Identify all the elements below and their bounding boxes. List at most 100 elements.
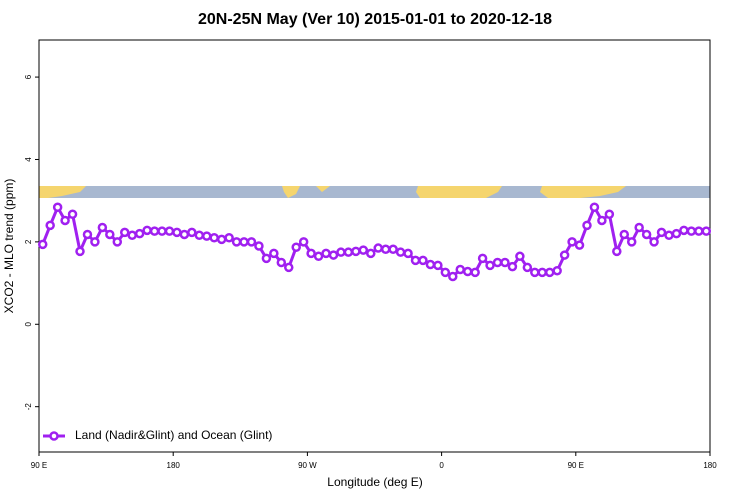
data-point bbox=[119, 227, 130, 238]
land bbox=[316, 186, 330, 192]
data-point bbox=[231, 237, 242, 247]
data-point bbox=[306, 248, 316, 259]
data-point bbox=[336, 247, 346, 257]
data-point bbox=[269, 248, 279, 259]
map-strip bbox=[39, 186, 710, 198]
data-point bbox=[656, 227, 667, 238]
data-point bbox=[530, 267, 540, 278]
data-point bbox=[351, 246, 361, 257]
data-point bbox=[597, 215, 607, 226]
data-point bbox=[425, 259, 436, 270]
data-point bbox=[209, 233, 219, 243]
data-point bbox=[686, 226, 697, 236]
data-point bbox=[448, 271, 458, 282]
data-point bbox=[418, 255, 428, 266]
data-point bbox=[462, 266, 473, 277]
x-tick-label: 90 E bbox=[568, 461, 584, 470]
data-point bbox=[522, 262, 533, 273]
chart-title: 20N-25N May (Ver 10) 2015-01-01 to 2020-… bbox=[198, 11, 552, 28]
data-point bbox=[515, 251, 525, 262]
data-point bbox=[37, 239, 48, 250]
y-tick-label: 6 bbox=[24, 74, 33, 79]
data-point bbox=[172, 227, 182, 238]
data-point bbox=[202, 231, 212, 241]
data-point bbox=[604, 209, 615, 220]
data-point bbox=[328, 250, 339, 260]
data-point bbox=[589, 202, 600, 213]
data-point bbox=[67, 209, 78, 220]
x-tick-label: 90 W bbox=[298, 461, 317, 470]
data-point bbox=[649, 237, 659, 247]
data-point bbox=[194, 230, 205, 241]
data-point bbox=[239, 237, 249, 247]
data-point bbox=[179, 229, 190, 240]
data-point bbox=[485, 260, 495, 271]
data-point bbox=[626, 237, 637, 247]
data-point bbox=[52, 202, 63, 213]
data-point bbox=[284, 262, 294, 273]
data-point bbox=[567, 237, 577, 247]
x-tick-label: 180 bbox=[703, 461, 717, 470]
y-tick-label: 2 bbox=[24, 239, 33, 244]
data-point bbox=[574, 240, 585, 250]
data-point bbox=[433, 260, 443, 271]
data-point bbox=[470, 267, 480, 278]
data-point bbox=[187, 227, 197, 238]
legend-label: Land (Nadir&Glint) and Ocean (Glint) bbox=[75, 428, 272, 442]
data-point bbox=[552, 265, 562, 276]
data-point bbox=[75, 246, 85, 257]
data-point bbox=[157, 226, 167, 236]
data-point bbox=[45, 220, 55, 231]
data-point bbox=[298, 237, 309, 247]
data-point bbox=[216, 234, 227, 245]
data-point bbox=[90, 237, 100, 247]
data-point bbox=[224, 233, 234, 243]
data-point bbox=[410, 255, 421, 266]
data-point bbox=[582, 220, 592, 231]
data-point bbox=[373, 243, 383, 253]
data-point bbox=[634, 222, 644, 233]
x-tick-label: 180 bbox=[167, 461, 181, 470]
x-tick-label: 90 E bbox=[31, 461, 47, 470]
data-point bbox=[261, 253, 272, 264]
y-tick-label: -2 bbox=[24, 403, 33, 411]
data-point bbox=[694, 226, 704, 236]
land bbox=[416, 186, 502, 198]
y-tick-label: 4 bbox=[24, 157, 33, 162]
data-point bbox=[112, 237, 123, 247]
data-point bbox=[559, 250, 570, 260]
data-point bbox=[82, 229, 93, 240]
data-point bbox=[149, 226, 160, 236]
y-axis-label: XCO2 - MLO trend (ppm) bbox=[2, 179, 16, 314]
data-point bbox=[358, 245, 369, 255]
data-point bbox=[291, 242, 301, 252]
x-tick-label: 0 bbox=[439, 461, 444, 470]
data-point bbox=[507, 261, 518, 272]
data-point bbox=[321, 248, 331, 259]
data-point bbox=[127, 230, 137, 241]
data-point bbox=[60, 215, 70, 226]
y-tick-label: 0 bbox=[24, 322, 33, 327]
x-axis-label: Longitude (deg E) bbox=[327, 475, 422, 489]
data-point bbox=[164, 226, 175, 236]
data-point bbox=[276, 257, 287, 268]
data-point bbox=[664, 230, 674, 241]
data-point bbox=[343, 247, 354, 257]
land bbox=[282, 186, 300, 198]
data-point bbox=[254, 241, 264, 251]
data-point bbox=[492, 257, 503, 268]
data-point bbox=[619, 229, 630, 240]
data-point bbox=[500, 257, 510, 268]
data-point bbox=[97, 222, 108, 233]
data-point bbox=[701, 226, 712, 236]
data-point bbox=[395, 247, 406, 257]
legend-marker bbox=[49, 431, 59, 441]
land bbox=[39, 186, 86, 198]
data-point bbox=[641, 229, 652, 240]
data-point bbox=[366, 248, 376, 259]
data-point bbox=[388, 244, 398, 255]
data-point bbox=[440, 267, 451, 278]
data-point bbox=[455, 264, 465, 275]
land bbox=[540, 186, 626, 198]
